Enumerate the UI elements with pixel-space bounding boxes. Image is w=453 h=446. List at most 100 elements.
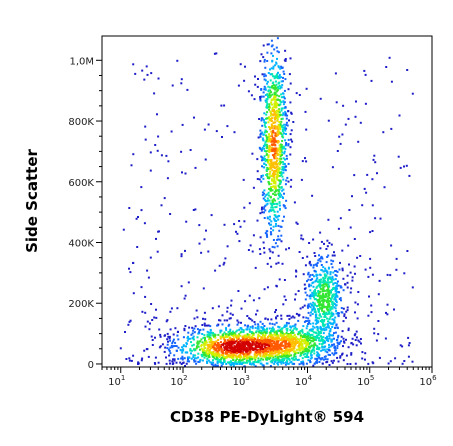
event-dot [342,359,345,362]
event-dot [251,341,254,343]
event-dot [221,334,224,336]
event-dot [333,306,336,309]
event-dot [275,336,278,339]
event-dot [308,345,311,348]
event-dot [262,177,265,180]
event-dot [315,278,318,281]
event-dot [191,337,194,340]
event-dot [226,361,229,364]
event-dot [320,329,323,332]
event-dot [297,344,300,347]
event-dot [261,342,264,345]
event-dot [321,299,323,302]
event-dot [273,182,276,185]
event-dot [186,360,189,363]
event-dot [279,155,282,158]
event-dot [258,339,261,341]
event-dot [191,344,194,347]
event-dot [278,77,281,80]
event-dot [307,311,310,314]
event-dot [260,117,263,120]
event-dot [239,342,242,345]
event-dot [310,329,313,332]
event-dot [280,146,283,149]
event-dot [223,331,226,334]
event-dot [299,349,302,352]
event-dot [195,309,198,312]
event-dot [281,175,284,178]
event-dot [318,303,321,306]
event-dot [247,342,250,345]
event-dot [369,266,372,269]
event-dot [322,286,325,289]
event-dot [268,222,270,225]
event-dot [328,285,331,288]
event-dot [208,338,210,341]
event-dot [212,342,215,345]
event-dot [290,112,293,115]
event-dot [290,129,293,132]
event-dot [263,211,265,214]
event-dot [193,327,196,330]
event-dot [262,197,265,200]
event-dot [206,335,209,338]
event-dot [270,345,272,348]
event-dot [210,361,213,364]
event-dot [277,363,280,366]
event-dot [312,344,315,347]
event-dot [289,354,292,357]
event-dot [269,231,272,234]
event-dot [183,327,186,330]
event-dot [275,175,278,178]
event-dot [233,345,236,348]
event-dot [318,337,321,340]
event-dot [171,360,174,363]
event-dot [327,218,330,221]
event-dot [137,362,140,365]
event-dot [192,356,195,359]
event-dot [290,334,292,337]
event-dot [267,160,270,163]
event-dot [336,338,339,341]
event-dot [186,351,189,354]
event-dot [354,333,357,336]
event-dot [215,130,218,133]
event-dot [285,199,288,202]
event-dot [323,270,326,273]
event-dot [275,206,278,208]
event-dot [272,138,275,141]
event-dot [308,329,311,332]
event-dot [194,354,197,357]
event-dot [283,279,286,281]
event-dot [264,160,267,163]
event-dot [277,192,280,195]
event-dot [330,243,333,246]
event-dot [250,339,253,341]
event-dot [182,361,185,364]
event-dot [132,153,135,156]
event-dot [186,336,189,339]
event-dot [343,341,346,344]
event-dot [282,350,285,353]
event-dot [407,355,410,358]
event-dot [261,211,264,214]
event-dot [278,344,281,347]
event-dot [313,302,316,305]
event-dot [232,355,235,358]
event-dot [336,336,339,339]
event-dot [267,156,270,158]
event-dot [267,43,270,46]
event-dot [267,318,269,321]
event-dot [266,82,269,85]
event-dot [272,356,275,359]
event-dot [281,135,284,138]
event-dot [232,335,235,338]
event-dot [330,340,333,343]
event-dot [322,332,325,335]
event-dot [150,303,153,305]
event-dot [268,248,271,251]
event-dot [348,263,350,266]
event-dot [283,97,286,100]
event-dot [200,338,203,341]
event-dot [315,331,318,334]
